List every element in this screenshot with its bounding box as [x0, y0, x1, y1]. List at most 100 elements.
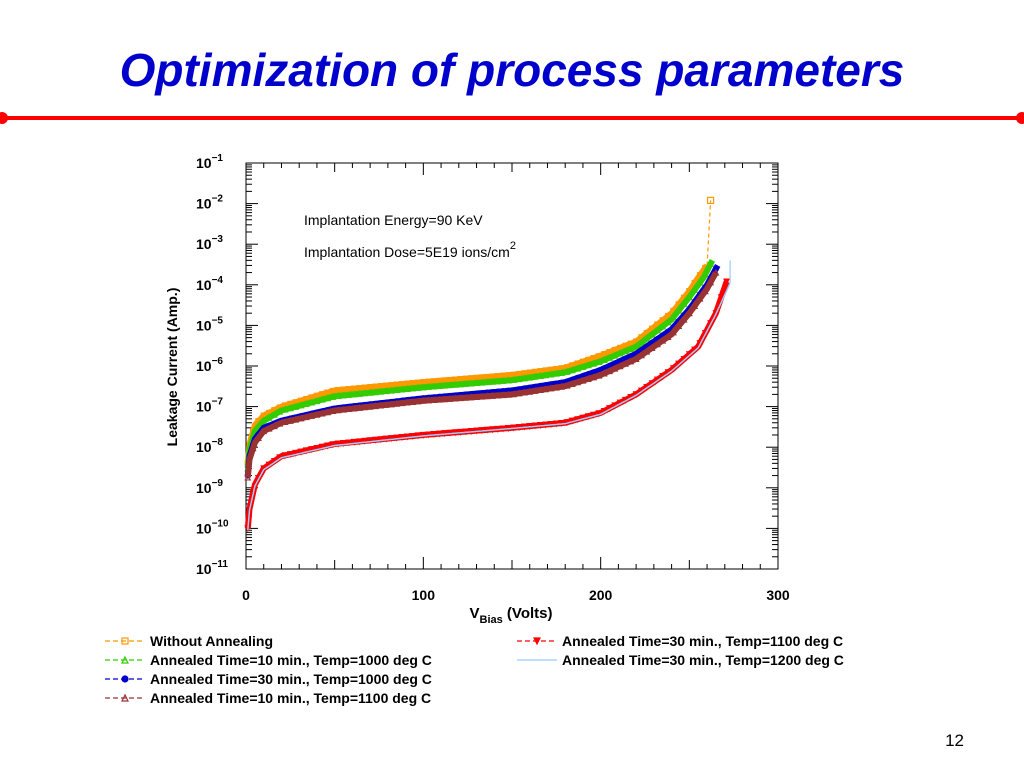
y-tick-label: 10−3 — [196, 234, 223, 252]
y-tick-label-base: 10 — [196, 480, 212, 496]
data-point — [643, 347, 651, 355]
data-point — [276, 419, 284, 427]
x-tick-label: 100 — [412, 587, 436, 603]
data-point — [584, 361, 592, 369]
data-point — [675, 306, 683, 314]
data-point — [313, 410, 321, 418]
data-point — [249, 444, 257, 452]
x-axis-label: VBias (Volts) — [470, 605, 553, 626]
y-tick-label-base: 10 — [196, 439, 212, 455]
legend-item: Without Annealing — [105, 633, 273, 649]
y-tick-label: 10−7 — [196, 397, 223, 415]
data-point — [675, 322, 683, 330]
data-point — [281, 452, 289, 460]
data-point — [489, 377, 496, 385]
data-point — [595, 371, 603, 379]
data-point — [403, 433, 411, 441]
data-point — [627, 344, 635, 352]
y-tick-label: 10−4 — [196, 275, 223, 293]
y-tick-label: 10−11 — [196, 559, 228, 577]
y-tick-label-base: 10 — [196, 358, 212, 374]
title-rule-right-dot — [1016, 112, 1024, 124]
data-point — [574, 378, 582, 386]
data-point — [302, 413, 310, 421]
data-point — [308, 398, 316, 406]
data-point — [345, 390, 353, 398]
data-point — [478, 378, 486, 386]
y-tick-label-exponent: −8 — [212, 437, 224, 448]
legend-label: Annealed Time=10 min., Temp=1000 deg C — [150, 652, 432, 668]
data-point — [361, 437, 369, 445]
data-point — [648, 344, 656, 351]
y-tick-label-base: 10 — [196, 520, 212, 536]
data-point — [707, 259, 715, 267]
data-point — [356, 403, 363, 411]
data-point — [542, 371, 550, 379]
data-point — [457, 394, 465, 402]
data-point — [590, 359, 598, 367]
data-point — [648, 330, 656, 338]
data-point — [531, 372, 539, 380]
data-point — [701, 287, 709, 295]
data-point — [398, 399, 406, 407]
data-point — [494, 391, 502, 399]
data-point — [254, 423, 262, 430]
legend-label: Without Annealing — [150, 633, 273, 649]
legend-item: Annealed Time=30 min., Temp=1100 deg C — [517, 633, 843, 649]
data-point — [340, 439, 348, 447]
data-point — [382, 400, 390, 408]
data-point — [356, 438, 363, 446]
data-point — [313, 444, 321, 452]
data-point — [121, 693, 129, 702]
data-point — [371, 388, 379, 396]
data-point — [584, 413, 592, 421]
data-point — [515, 389, 523, 397]
x-axis: 0 100 200 300 — [242, 163, 790, 603]
data-point — [579, 376, 587, 384]
data-point — [478, 392, 486, 400]
data-point — [552, 420, 560, 428]
annotations: Implantation Energy=90 KeV Implantation … — [304, 212, 516, 260]
data-point — [489, 391, 496, 399]
data-point — [473, 393, 481, 400]
data-point — [382, 435, 390, 443]
y-tick-label-base: 10 — [196, 317, 212, 333]
data-point — [121, 675, 129, 683]
slide-title: Optimization of process parameters — [119, 44, 905, 96]
legend: Without Annealing Annealed Time=10 min., … — [105, 633, 844, 706]
data-point — [707, 278, 715, 286]
data-point — [398, 385, 406, 393]
data-point — [435, 382, 443, 390]
data-point — [393, 386, 401, 394]
data-point — [494, 377, 502, 385]
series-end-spike — [706, 200, 712, 266]
series-line — [244, 280, 730, 529]
data-point — [462, 379, 470, 387]
data-point — [371, 436, 379, 444]
y-tick-label-base: 10 — [196, 561, 212, 577]
series-line — [244, 258, 716, 469]
data-point — [324, 442, 332, 450]
y-tick-label-base: 10 — [196, 277, 212, 293]
y-tick-label-exponent: −9 — [212, 478, 224, 489]
data-point — [302, 447, 310, 455]
data-point — [504, 390, 512, 398]
data-point — [350, 390, 358, 398]
data-point — [446, 381, 454, 389]
data-point — [254, 434, 262, 442]
y-tick-label-exponent: −6 — [212, 356, 224, 367]
data-point — [324, 408, 332, 416]
x-tick-label: 200 — [589, 587, 613, 603]
data-point — [664, 333, 672, 340]
data-point — [419, 431, 427, 439]
data-point — [462, 393, 470, 401]
y-tick-label-exponent: −11 — [212, 559, 229, 570]
data-point — [701, 270, 709, 278]
data-point — [361, 403, 369, 411]
data-point — [366, 437, 374, 445]
data-point — [313, 397, 321, 405]
data-point — [302, 400, 310, 407]
y-tick-label: 10−9 — [196, 478, 223, 496]
data-point — [324, 394, 332, 402]
data-point — [685, 309, 693, 317]
